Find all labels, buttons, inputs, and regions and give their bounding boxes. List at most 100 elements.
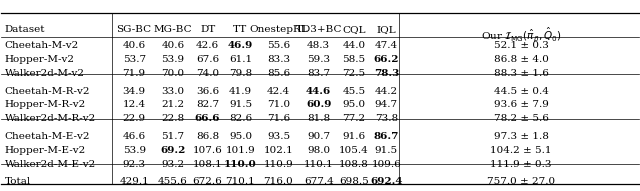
Text: Cheetah-M-E-v2: Cheetah-M-E-v2 bbox=[4, 132, 90, 141]
Text: 72.5: 72.5 bbox=[342, 69, 365, 78]
Text: 91.6: 91.6 bbox=[342, 132, 365, 141]
Text: CQL: CQL bbox=[342, 25, 365, 34]
Text: OnestepRL: OnestepRL bbox=[249, 25, 308, 34]
Text: 93.6 ± 7.9: 93.6 ± 7.9 bbox=[493, 100, 548, 109]
Text: DT: DT bbox=[200, 25, 215, 34]
Text: 91.5: 91.5 bbox=[375, 146, 398, 155]
Text: 692.4: 692.4 bbox=[370, 177, 403, 186]
Text: 82.6: 82.6 bbox=[229, 114, 252, 123]
Text: 429.1: 429.1 bbox=[119, 177, 149, 186]
Text: 66.6: 66.6 bbox=[195, 114, 220, 123]
Text: 12.4: 12.4 bbox=[123, 100, 146, 109]
Text: 22.9: 22.9 bbox=[123, 114, 146, 123]
Text: 82.7: 82.7 bbox=[196, 100, 219, 109]
Text: Cheetah-M-R-v2: Cheetah-M-R-v2 bbox=[4, 87, 90, 96]
Text: 34.9: 34.9 bbox=[123, 87, 146, 96]
Text: 58.5: 58.5 bbox=[342, 55, 365, 64]
Text: 110.9: 110.9 bbox=[264, 159, 293, 169]
Text: 41.9: 41.9 bbox=[229, 87, 252, 96]
Text: 79.8: 79.8 bbox=[229, 69, 252, 78]
Text: 710.1: 710.1 bbox=[226, 177, 255, 186]
Text: 86.7: 86.7 bbox=[374, 132, 399, 141]
Text: 22.8: 22.8 bbox=[161, 114, 184, 123]
Text: 33.0: 33.0 bbox=[161, 87, 184, 96]
Text: 98.0: 98.0 bbox=[307, 146, 330, 155]
Text: 59.3: 59.3 bbox=[307, 55, 330, 64]
Text: 677.4: 677.4 bbox=[304, 177, 333, 186]
Text: 42.6: 42.6 bbox=[196, 41, 219, 50]
Text: 93.5: 93.5 bbox=[267, 132, 290, 141]
Text: 101.9: 101.9 bbox=[226, 146, 255, 155]
Text: Dataset: Dataset bbox=[4, 25, 45, 34]
Text: 86.8 ± 4.0: 86.8 ± 4.0 bbox=[493, 55, 548, 64]
Text: 69.2: 69.2 bbox=[160, 146, 186, 155]
Text: 698.5: 698.5 bbox=[339, 177, 369, 186]
Text: 672.6: 672.6 bbox=[193, 177, 223, 186]
Text: 52.1 ± 0.3: 52.1 ± 0.3 bbox=[493, 41, 548, 50]
Text: 757.0 ± 27.0: 757.0 ± 27.0 bbox=[487, 177, 556, 186]
Text: 40.6: 40.6 bbox=[161, 41, 184, 50]
Text: 95.0: 95.0 bbox=[342, 100, 365, 109]
Text: 104.2 ± 5.1: 104.2 ± 5.1 bbox=[490, 146, 552, 155]
Text: 55.6: 55.6 bbox=[267, 41, 290, 50]
Text: 77.2: 77.2 bbox=[342, 114, 365, 123]
Text: IQL: IQL bbox=[376, 25, 396, 34]
Text: 42.4: 42.4 bbox=[267, 87, 290, 96]
Text: 73.8: 73.8 bbox=[375, 114, 398, 123]
Text: Total: Total bbox=[4, 177, 31, 186]
Text: 51.7: 51.7 bbox=[161, 132, 184, 141]
Text: 83.3: 83.3 bbox=[267, 55, 290, 64]
Text: 94.7: 94.7 bbox=[375, 100, 398, 109]
Text: 60.9: 60.9 bbox=[306, 100, 332, 109]
Text: 85.6: 85.6 bbox=[267, 69, 290, 78]
Text: 105.4: 105.4 bbox=[339, 146, 369, 155]
Text: 71.6: 71.6 bbox=[267, 114, 290, 123]
Text: Hopper-M-v2: Hopper-M-v2 bbox=[4, 55, 74, 64]
Text: 88.3 ± 1.6: 88.3 ± 1.6 bbox=[493, 69, 548, 78]
Text: MG-BC: MG-BC bbox=[154, 25, 192, 34]
Text: 44.0: 44.0 bbox=[342, 41, 365, 50]
Text: 110.1: 110.1 bbox=[304, 159, 333, 169]
Text: Our $\mathcal{I}_{\mathrm{MG}}(\hat{\pi}_{\beta}, \hat{Q}_0)$: Our $\mathcal{I}_{\mathrm{MG}}(\hat{\pi}… bbox=[481, 25, 561, 44]
Text: 90.7: 90.7 bbox=[307, 132, 330, 141]
Text: 716.0: 716.0 bbox=[264, 177, 293, 186]
Text: 53.7: 53.7 bbox=[123, 55, 146, 64]
Text: 78.3: 78.3 bbox=[374, 69, 399, 78]
Text: 111.9 ± 0.3: 111.9 ± 0.3 bbox=[490, 159, 552, 169]
Text: 48.3: 48.3 bbox=[307, 41, 330, 50]
Text: 81.8: 81.8 bbox=[307, 114, 330, 123]
Text: TD3+BC: TD3+BC bbox=[296, 25, 342, 34]
Text: Walker2d-M-v2: Walker2d-M-v2 bbox=[4, 69, 84, 78]
Text: 102.1: 102.1 bbox=[264, 146, 293, 155]
Text: 53.9: 53.9 bbox=[161, 55, 184, 64]
Text: 61.1: 61.1 bbox=[229, 55, 252, 64]
Text: 95.0: 95.0 bbox=[229, 132, 252, 141]
Text: 107.6: 107.6 bbox=[193, 146, 223, 155]
Text: 66.2: 66.2 bbox=[374, 55, 399, 64]
Text: 44.2: 44.2 bbox=[375, 87, 398, 96]
Text: 71.9: 71.9 bbox=[123, 69, 146, 78]
Text: 36.6: 36.6 bbox=[196, 87, 219, 96]
Text: Walker2d-M-E-v2: Walker2d-M-E-v2 bbox=[4, 159, 96, 169]
Text: 86.8: 86.8 bbox=[196, 132, 219, 141]
Text: 108.8: 108.8 bbox=[339, 159, 369, 169]
Text: 53.9: 53.9 bbox=[123, 146, 146, 155]
Text: 97.3 ± 1.8: 97.3 ± 1.8 bbox=[493, 132, 548, 141]
Text: TT: TT bbox=[234, 25, 248, 34]
Text: 455.6: 455.6 bbox=[158, 177, 188, 186]
Text: 109.6: 109.6 bbox=[372, 159, 401, 169]
Text: 83.7: 83.7 bbox=[307, 69, 330, 78]
Text: 110.0: 110.0 bbox=[224, 159, 257, 169]
Text: Walker2d-M-R-v2: Walker2d-M-R-v2 bbox=[4, 114, 96, 123]
Text: 47.4: 47.4 bbox=[375, 41, 398, 50]
Text: 74.0: 74.0 bbox=[196, 69, 219, 78]
Text: 45.5: 45.5 bbox=[342, 87, 365, 96]
Text: Cheetah-M-v2: Cheetah-M-v2 bbox=[4, 41, 79, 50]
Text: 70.0: 70.0 bbox=[161, 69, 184, 78]
Text: 46.6: 46.6 bbox=[123, 132, 146, 141]
Text: 108.1: 108.1 bbox=[193, 159, 223, 169]
Text: SG-BC: SG-BC bbox=[116, 25, 152, 34]
Text: 78.2 ± 5.6: 78.2 ± 5.6 bbox=[493, 114, 548, 123]
Text: 71.0: 71.0 bbox=[267, 100, 290, 109]
Text: Hopper-M-R-v2: Hopper-M-R-v2 bbox=[4, 100, 86, 109]
